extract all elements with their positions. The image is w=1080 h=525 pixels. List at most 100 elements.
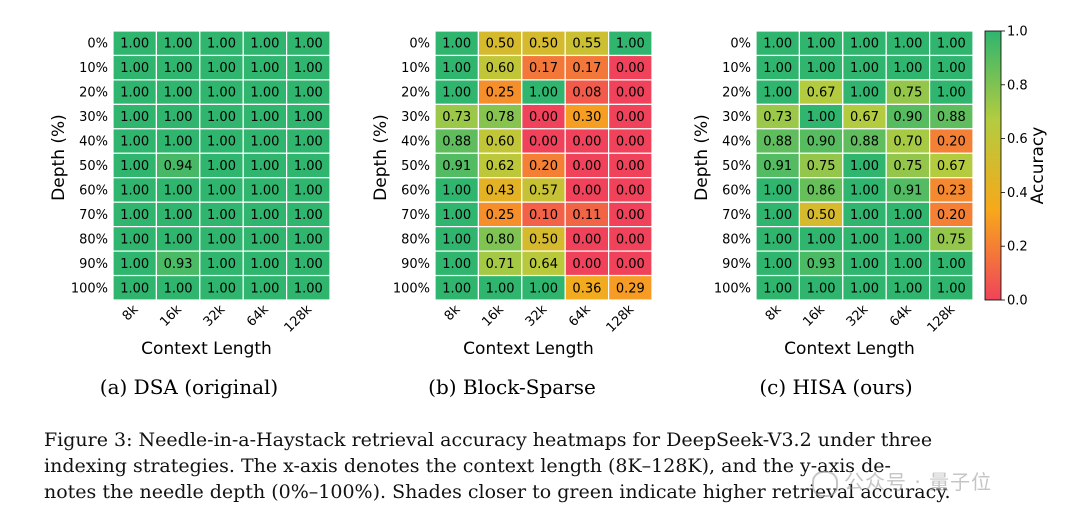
- cell-value-label: 1.00: [164, 135, 193, 150]
- cell-value-label: 0.88: [937, 110, 966, 125]
- y-tick-label: 70%: [722, 208, 751, 223]
- cell-value-label: 1.00: [807, 61, 836, 76]
- cell-value-label: 1.00: [207, 183, 236, 198]
- cell-value-label: 1.00: [807, 37, 836, 52]
- cell-value-label: 1.00: [294, 281, 323, 296]
- heatmap-cell: [434, 54, 480, 81]
- cell-value-label: 0.00: [616, 135, 645, 150]
- cell-value-label: 0.86: [807, 183, 836, 198]
- x-tick-label: 8k: [120, 302, 142, 324]
- cell-value-label: 0.71: [486, 257, 515, 272]
- cell-value-label: 0.88: [442, 135, 471, 150]
- y-tick-label: 10%: [79, 61, 108, 76]
- cell-value-label: 1.00: [164, 208, 193, 223]
- cell-value-label: 0.80: [486, 232, 515, 247]
- cell-value-label: 0.73: [442, 110, 471, 125]
- cell-value-label: 1.00: [294, 37, 323, 52]
- cell-value-label: 1.00: [120, 281, 149, 296]
- heatmap-cell: [798, 152, 844, 179]
- cell-value-label: 1.00: [807, 232, 836, 247]
- heatmap-cell: [477, 103, 523, 130]
- x-tick-label: 32k: [201, 302, 229, 330]
- heatmap-cell: [286, 103, 331, 130]
- cell-value-label: 1.00: [250, 183, 279, 198]
- heatmap-cell: [928, 274, 974, 301]
- y-axis-title: Depth (%): [692, 114, 712, 201]
- cell-value-label: 0.75: [893, 86, 922, 101]
- cell-value-label: 1.00: [850, 86, 879, 101]
- cell-value-label: 0.67: [807, 86, 836, 101]
- y-tick-label: 50%: [79, 159, 108, 174]
- caption-line-3: notes the needle depth (0%–100%). Shades…: [44, 481, 951, 503]
- x-tick-label: 16k: [157, 302, 185, 330]
- subfigure-caption: (c) HISA (ours): [759, 375, 912, 399]
- heatmap-cell: [928, 226, 974, 252]
- colorbar-tick-label: 1.0: [1007, 25, 1028, 40]
- cell-value-label: 1.00: [207, 86, 236, 101]
- cell-value-label: 1.00: [207, 232, 236, 247]
- y-tick-label: 100%: [714, 281, 751, 296]
- heatmap-cell: [842, 79, 887, 105]
- cell-value-label: 1.00: [893, 208, 922, 223]
- cell-value-label: 1.00: [250, 135, 279, 150]
- x-tick-label: 16k: [479, 302, 507, 330]
- cell-value-label: 1.00: [850, 61, 879, 76]
- cell-value-label: 1.00: [937, 257, 966, 272]
- x-tick-label: 8k: [763, 302, 785, 324]
- heatmap-cell: [607, 226, 653, 252]
- cell-value-label: 0.67: [937, 159, 966, 174]
- heatmap-cell: [434, 177, 480, 203]
- heatmap-cell: [928, 201, 974, 228]
- cell-value-label: 1.00: [207, 208, 236, 223]
- cell-value-label: 1.00: [164, 86, 193, 101]
- cell-value-label: 1.00: [893, 61, 922, 76]
- x-tick-label: 8k: [442, 302, 464, 324]
- heatmap-cell: [885, 177, 931, 203]
- cell-value-label: 1.00: [937, 281, 966, 296]
- y-tick-label: 80%: [722, 232, 751, 247]
- heatmaps-group: 1.00 1.00 1.00 1.00 1.00 1.00 1.00 1.00 1.00 1.00…: [49, 30, 974, 399]
- heatmap-cell: [242, 226, 288, 252]
- cell-value-label: 1.00: [207, 110, 236, 125]
- colorbar: 0.0 0.2 0.4 0.6 0.8 1.0 Accuracy: [984, 25, 1048, 309]
- cell-value-label: 1.00: [529, 281, 558, 296]
- heatmap-cell: [434, 274, 480, 301]
- cell-value-label: 1.00: [442, 37, 471, 52]
- heatmap-cell: [885, 250, 931, 277]
- cell-value-label: 1.00: [207, 159, 236, 174]
- cell-value-label: 1.00: [120, 232, 149, 247]
- x-axis-title: Context Length: [141, 339, 272, 359]
- heatmap-cell: [286, 128, 331, 154]
- x-tick-label: 16k: [800, 302, 828, 330]
- cell-value-label: 0.00: [616, 86, 645, 101]
- cell-value-label: 0.64: [529, 257, 558, 272]
- cell-value-label: 1.00: [294, 183, 323, 198]
- cell-value-label: 1.00: [893, 281, 922, 296]
- cell-value-label: 1.00: [294, 135, 323, 150]
- heatmap-cell: [155, 250, 201, 277]
- cell-value-label: 1.00: [250, 86, 279, 101]
- cell-value-label: 1.00: [442, 61, 471, 76]
- cell-value-label: 0.30: [572, 110, 601, 125]
- cell-value-label: 1.00: [937, 86, 966, 101]
- cell-value-label: 0.00: [529, 110, 558, 125]
- cell-value-label: 0.20: [937, 135, 966, 150]
- heatmap-cell: [564, 274, 610, 301]
- caption-line-1: Figure 3: Needle-in-a-Haystack retrieval…: [44, 429, 933, 451]
- x-tick-label: 64k: [244, 302, 272, 330]
- cell-value-label: 1.00: [763, 232, 792, 247]
- cell-value-label: 1.00: [120, 135, 149, 150]
- cell-value-label: 0.73: [763, 110, 792, 125]
- heatmap-cell: [842, 128, 887, 154]
- subfigure-caption: (b) Block-Sparse: [428, 375, 596, 399]
- cell-value-label: 1.00: [164, 232, 193, 247]
- heatmap-cell: [607, 103, 653, 130]
- subfigure-caption: (a) DSA (original): [100, 375, 278, 399]
- y-tick-label: 60%: [722, 183, 751, 198]
- x-axis-title: Context Length: [784, 339, 915, 359]
- heatmap-cell: [885, 30, 931, 57]
- y-tick-label: 20%: [722, 86, 751, 101]
- cell-value-label: 0.11: [572, 208, 601, 223]
- cell-value-label: 1.00: [850, 183, 879, 198]
- cell-value-label: 1.00: [207, 135, 236, 150]
